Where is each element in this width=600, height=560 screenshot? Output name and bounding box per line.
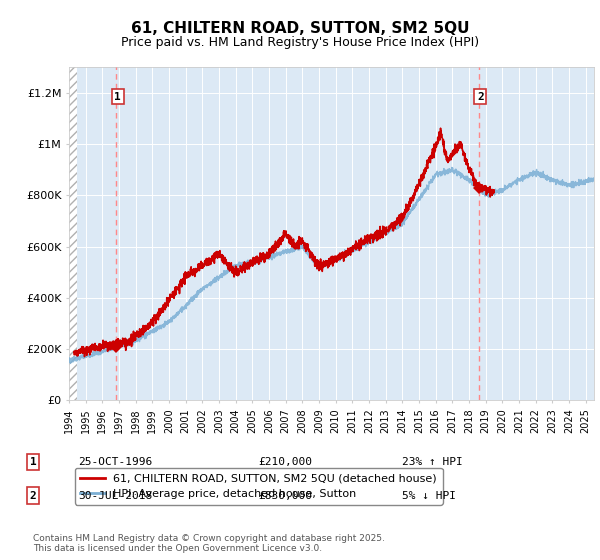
Text: 1: 1 bbox=[29, 457, 37, 467]
Text: Contains HM Land Registry data © Crown copyright and database right 2025.
This d: Contains HM Land Registry data © Crown c… bbox=[33, 534, 385, 553]
Text: 5% ↓ HPI: 5% ↓ HPI bbox=[402, 491, 456, 501]
Text: 25-OCT-1996: 25-OCT-1996 bbox=[78, 457, 152, 467]
Text: 61, CHILTERN ROAD, SUTTON, SM2 5QU: 61, CHILTERN ROAD, SUTTON, SM2 5QU bbox=[131, 21, 469, 36]
Text: 2: 2 bbox=[29, 491, 37, 501]
Text: 1: 1 bbox=[114, 92, 121, 102]
Text: 30-JUL-2018: 30-JUL-2018 bbox=[78, 491, 152, 501]
Text: 2: 2 bbox=[477, 92, 484, 102]
Text: 23% ↑ HPI: 23% ↑ HPI bbox=[402, 457, 463, 467]
Text: Price paid vs. HM Land Registry's House Price Index (HPI): Price paid vs. HM Land Registry's House … bbox=[121, 36, 479, 49]
Text: £830,000: £830,000 bbox=[258, 491, 312, 501]
Bar bbox=[69, 67, 77, 400]
Legend: 61, CHILTERN ROAD, SUTTON, SM2 5QU (detached house), HPI: Average price, detache: 61, CHILTERN ROAD, SUTTON, SM2 5QU (deta… bbox=[74, 468, 443, 505]
Text: £210,000: £210,000 bbox=[258, 457, 312, 467]
